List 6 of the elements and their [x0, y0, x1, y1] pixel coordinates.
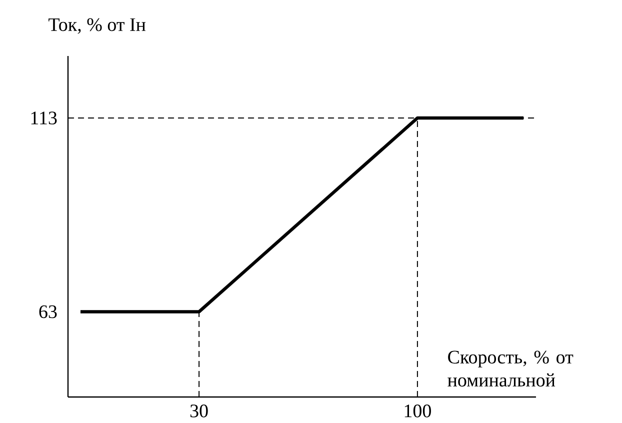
- x-tick-label: 100: [404, 404, 431, 418]
- x-axis-title: Скорость, % от номинальной: [448, 350, 574, 387]
- x-tick-label: 30: [190, 404, 208, 418]
- y-axis-title: Ток, % от Iн: [48, 18, 146, 34]
- y-tick-label: 63: [39, 305, 57, 318]
- y-tick-label: 113: [31, 112, 57, 124]
